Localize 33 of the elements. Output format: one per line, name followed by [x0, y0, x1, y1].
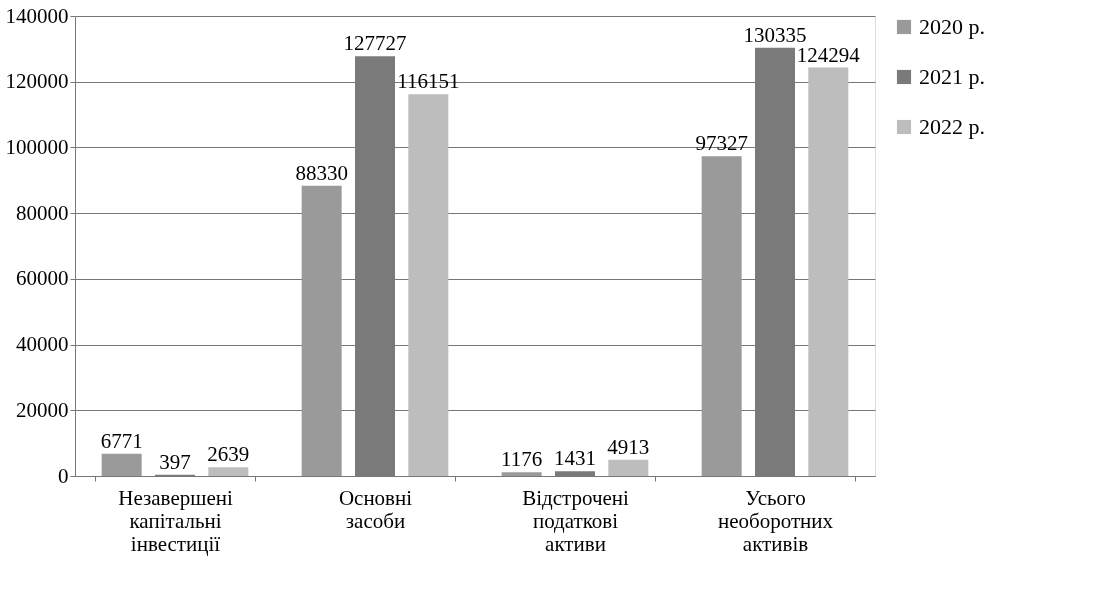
y-tick-label: 140000: [5, 3, 69, 28]
bar: [808, 67, 849, 476]
y-tick-label: 80000: [16, 200, 69, 225]
data-label: 127727: [343, 31, 407, 56]
data-label: 397: [159, 449, 191, 474]
bar: [701, 156, 742, 476]
bar: [208, 467, 249, 476]
x-tick-label: Відстрочені податкові активи: [522, 485, 630, 556]
y-tick-label: 100000: [5, 134, 69, 159]
y-tick-label: 0: [58, 463, 69, 488]
data-label: 88330: [295, 160, 348, 185]
bar: [501, 472, 542, 476]
data-label: 2639: [207, 442, 250, 467]
x-tick-label: Усього необоротних активів: [717, 485, 834, 556]
data-label: 4913: [607, 434, 650, 459]
data-label: 116151: [397, 69, 460, 94]
x-tick-label: Основні засоби: [338, 485, 413, 533]
data-label: 1431: [554, 446, 596, 471]
y-tick-label: 20000: [16, 397, 69, 422]
legend-label: 2021 р.: [919, 64, 985, 89]
y-tick-label: 60000: [16, 266, 69, 291]
bar: [408, 94, 449, 476]
data-label: 97327: [695, 131, 748, 156]
legend-label: 2020 р.: [919, 14, 985, 39]
legend-label: 2022 р.: [919, 114, 985, 139]
data-label: 1176: [501, 447, 543, 472]
bar: [608, 459, 649, 476]
bar: [101, 453, 142, 476]
y-tick-label: 120000: [5, 69, 69, 94]
data-label: 6771: [100, 428, 143, 453]
x-tick-label: Незавершені капітальні інвестиції: [118, 485, 233, 556]
y-tick-label: 40000: [16, 332, 69, 357]
bar: [301, 185, 342, 476]
